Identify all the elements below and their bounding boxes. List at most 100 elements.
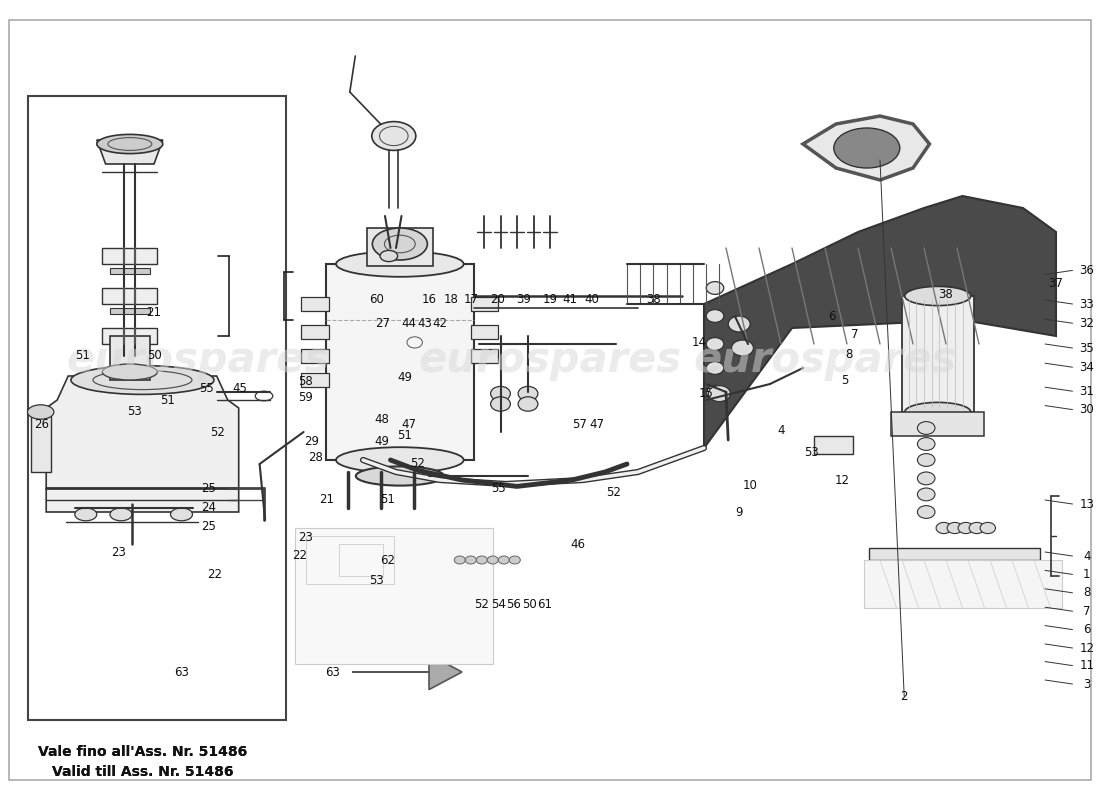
Text: eurospares: eurospares [418,339,682,381]
Text: 5: 5 [842,374,848,387]
Bar [814,436,852,454]
Text: 8: 8 [846,348,852,361]
Text: 62: 62 [379,554,395,566]
Text: 4: 4 [1084,550,1090,562]
Text: 50: 50 [521,598,537,611]
Ellipse shape [518,386,538,401]
Ellipse shape [834,128,900,168]
Text: 51: 51 [379,493,395,506]
Text: 38: 38 [938,288,954,301]
Text: 22: 22 [207,568,222,581]
Text: 11: 11 [1079,659,1094,672]
Text: 44: 44 [402,317,417,330]
Ellipse shape [917,488,935,501]
Text: 12: 12 [1079,642,1094,654]
Ellipse shape [509,556,520,564]
Text: 58: 58 [298,375,314,388]
Ellipse shape [958,522,974,534]
Bar [869,548,1040,560]
Ellipse shape [372,228,427,260]
Text: 49: 49 [374,435,389,448]
Ellipse shape [917,472,935,485]
Ellipse shape [936,522,952,534]
Text: 22: 22 [292,549,307,562]
Ellipse shape [917,506,935,518]
Ellipse shape [947,522,962,534]
Text: 52: 52 [410,458,426,470]
Ellipse shape [491,386,510,401]
Text: 37: 37 [1048,277,1064,290]
Text: 39: 39 [516,293,531,306]
Bar [471,325,498,339]
Bar [102,288,157,304]
Text: 40: 40 [584,293,600,306]
Bar [295,528,493,664]
Polygon shape [97,140,163,164]
Text: 7: 7 [851,328,858,341]
Ellipse shape [706,362,724,374]
Text: 7: 7 [1084,605,1090,618]
Ellipse shape [917,454,935,466]
Ellipse shape [706,310,724,322]
Bar [471,297,498,311]
Text: 46: 46 [570,538,585,550]
Text: eurospares: eurospares [66,339,330,381]
Text: 52: 52 [210,426,225,438]
Text: 47: 47 [590,418,605,430]
Text: 52: 52 [606,486,621,499]
Ellipse shape [476,556,487,564]
Bar [902,296,974,412]
Ellipse shape [732,340,754,356]
Text: 42: 42 [432,317,448,330]
Text: 12: 12 [835,474,850,486]
Ellipse shape [487,556,498,564]
Text: 61: 61 [537,598,552,611]
Bar [110,336,150,380]
Text: 14: 14 [692,336,707,349]
Ellipse shape [454,556,465,564]
Text: 34: 34 [1079,361,1094,374]
Ellipse shape [381,250,398,262]
Text: 21: 21 [146,306,162,318]
Ellipse shape [355,466,443,486]
Text: 24: 24 [201,501,217,514]
Bar [326,264,474,460]
Bar [301,297,329,311]
Text: 19: 19 [542,293,558,306]
Text: 59: 59 [298,391,314,404]
Text: 36: 36 [1079,264,1094,277]
Ellipse shape [170,508,192,521]
Text: 38: 38 [646,293,661,306]
Text: 41: 41 [562,293,578,306]
Text: 51: 51 [75,349,90,362]
Text: 45: 45 [232,382,248,394]
Ellipse shape [904,286,970,306]
Text: 17: 17 [463,293,478,306]
Text: 21: 21 [319,493,334,506]
Text: Valid till Ass. Nr. 51486: Valid till Ass. Nr. 51486 [53,765,233,779]
Ellipse shape [491,397,510,411]
Ellipse shape [980,522,996,534]
Ellipse shape [465,556,476,564]
Ellipse shape [706,386,724,398]
Bar [306,536,394,584]
Ellipse shape [336,447,464,473]
Bar [110,268,150,274]
Text: 33: 33 [1079,298,1094,310]
Polygon shape [352,654,462,690]
Text: 52: 52 [474,598,490,611]
Text: 25: 25 [201,520,217,533]
Text: 28: 28 [308,451,323,464]
Text: 50: 50 [146,349,162,362]
Ellipse shape [372,122,416,150]
Ellipse shape [917,438,935,450]
Text: 29: 29 [304,435,319,448]
Text: 1: 1 [1084,568,1090,581]
Text: 25: 25 [201,482,217,494]
Text: Vale fino all'Ass. Nr. 51486: Vale fino all'Ass. Nr. 51486 [39,745,248,759]
Text: 16: 16 [421,293,437,306]
Ellipse shape [708,386,730,402]
Ellipse shape [336,251,464,277]
Text: 32: 32 [1079,317,1094,330]
Ellipse shape [102,364,157,380]
